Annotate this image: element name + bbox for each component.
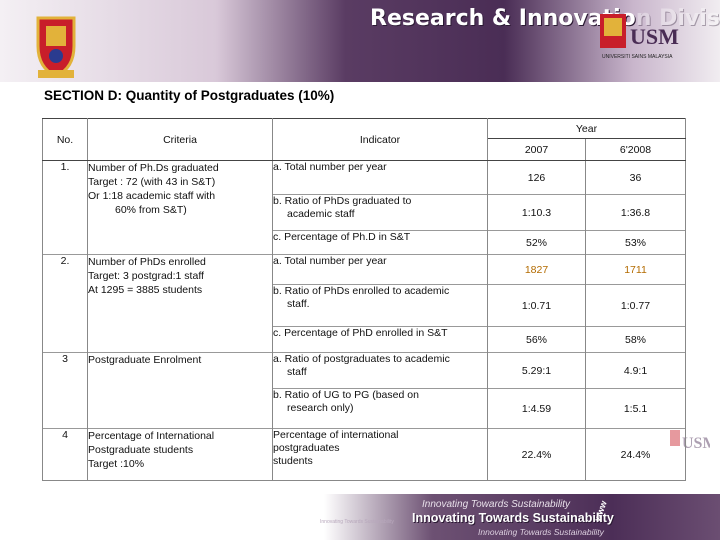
table-row: 1. Number of Ph.Ds graduated Target : 72 (… [42, 160, 686, 255]
value-2007: 1:10.3 [487, 194, 586, 231]
indicator-cell: a. Ratio of postgraduates to academic sta… [272, 352, 488, 389]
value-2007: 22.4% [487, 428, 586, 481]
indicator-cell: a. Total number per year [272, 254, 488, 285]
value-2008: 1711 [585, 254, 686, 285]
value-2008: 1:0.77 [585, 284, 686, 327]
value-2008: 53% [585, 230, 686, 255]
indicator-line: a. Total number per year [273, 255, 387, 267]
value-2008: 36 [585, 160, 686, 195]
value-2007: 56% [487, 326, 586, 353]
header-criteria: Criteria [87, 118, 273, 161]
row-number: 1. [42, 160, 88, 255]
header-year-2008: 6'2008 [585, 138, 686, 161]
footer-tagline: Innovating Towards Sustainability [412, 511, 614, 525]
row-number: 4 [42, 428, 88, 481]
indicator-cell: c. Percentage of Ph.D in S&T [272, 230, 488, 255]
criteria-cell: Percentage of International Postgraduate … [87, 428, 273, 481]
value-2007: 1827 [487, 254, 586, 285]
value-2007: 52% [487, 230, 586, 255]
indicator-line: students [273, 455, 313, 467]
header-no: No. [42, 118, 88, 161]
indicator-line: research only) [287, 402, 354, 414]
table-row: b. Ratio of UG to PG (based on research o… [43, 388, 686, 429]
criteria-line: Target : 72 (with 43 in S&T) [88, 176, 216, 188]
table-row: 2. Number of PhDs enrolled Target: 3 postg… [42, 254, 686, 353]
indicator-line: c. Percentage of PhD enrolled in S&T [273, 327, 448, 339]
indicator-line: postgraduates [273, 442, 340, 454]
indicator-cell: b. Ratio of PhDs enrolled to academic sta… [272, 284, 488, 327]
footer-tagline-bottom: Innovating Towards Sustainability [478, 527, 604, 537]
criteria-cell: Postgraduate Enrolment [87, 352, 273, 429]
indicator-cell: c. Percentage of PhD enrolled in S&T [272, 326, 488, 353]
criteria-line: Number of Ph.Ds graduated [88, 162, 219, 174]
header-year-2007: 2007 [487, 138, 586, 161]
indicator-line: a. Total number per year [273, 161, 387, 173]
header-indicator: Indicator [272, 118, 488, 161]
postgraduate-table: No. Criteria Indicator Year 2007 6'2008 … [42, 118, 686, 481]
indicator-line: staff [287, 366, 307, 378]
table-row: c. Percentage of Ph.D in S&T 52% 53% [43, 230, 686, 255]
criteria-line: Or 1:18 academic staff with [88, 190, 216, 202]
table-row: b. Ratio of PhDs enrolled to academic sta… [43, 284, 686, 327]
indicator-line: b. Ratio of UG to PG (based on [273, 389, 419, 401]
header-year: Year [487, 118, 686, 139]
criteria-line: Target: 3 postgrad:1 staff [88, 270, 204, 282]
table-row: 4 Percentage of International Postgraduate… [42, 428, 686, 481]
row-number: 2. [42, 254, 88, 353]
indicator-cell: Percentage of international postgraduates… [272, 428, 488, 481]
value-2007: 126 [487, 160, 586, 195]
criteria-line: At 1295 = 3885 students [88, 284, 203, 296]
criteria-cell: Number of PhDs enrolled Target: 3 postgra… [87, 254, 273, 353]
indicator-cell: b. Ratio of PhDs graduated to academic st… [272, 194, 488, 231]
value-2008: 4.9:1 [585, 352, 686, 389]
value-2007: 1:4.59 [487, 388, 586, 429]
value-2008: 1:36.8 [585, 194, 686, 231]
value-2008: 24.4% [585, 428, 686, 481]
indicator-line: b. Ratio of PhDs enrolled to academic [273, 285, 450, 297]
criteria-line: Postgraduate Enrolment [88, 354, 202, 366]
indicator-cell: a. Total number per year [272, 160, 488, 195]
table-row: b. Ratio of PhDs graduated to academic st… [43, 194, 686, 231]
criteria-line: 60% from S&T) [115, 204, 187, 216]
usm-logo-text: USM [630, 24, 679, 49]
table-row: 3 Postgraduate Enrolment a. Ratio of postg… [42, 352, 686, 429]
footer-tagline-tiny: Innovating Towards Sustainability [320, 519, 394, 525]
svg-text:USM: USM [682, 435, 710, 452]
value-2007: 5.29:1 [487, 352, 586, 389]
indicator-cell: b. Ratio of UG to PG (based on research o… [272, 388, 488, 429]
usm-logo-icon: USM [600, 14, 679, 49]
criteria-line: Number of PhDs enrolled [88, 256, 206, 268]
usm-caption: UNIVERSITI SAINS MALAYSIA [602, 54, 673, 60]
banner-title: Research & Innovation Division [370, 6, 720, 31]
indicator-line: Percentage of international [273, 429, 399, 441]
indicator-line: academic staff [287, 208, 355, 220]
criteria-cell: Number of Ph.Ds graduated Target : 72 (wi… [87, 160, 273, 255]
header-banner: Research & Innovation Division USM UNIVE… [0, 0, 720, 82]
criteria-line: Postgraduate students [88, 444, 194, 456]
table-row: c. Percentage of PhD enrolled in S&T 56% 5… [43, 326, 686, 353]
indicator-line: c. Percentage of Ph.D in S&T [273, 231, 411, 243]
row-number: 3 [42, 352, 88, 429]
criteria-line: Target :10% [88, 458, 145, 470]
footer-banner [0, 494, 720, 540]
indicator-line: b. Ratio of PhDs graduated to [273, 195, 412, 207]
criteria-line: Percentage of International [88, 430, 215, 442]
indicator-line: staff. [287, 298, 310, 310]
indicator-line: a. Ratio of postgraduates to academic [273, 353, 450, 365]
value-2008: 1:5.1 [585, 388, 686, 429]
university-crest-icon [36, 16, 76, 78]
footer-tagline-top: Innovating Towards Sustainability [422, 499, 571, 510]
value-2007: 1:0.71 [487, 284, 586, 327]
value-2008: 58% [585, 326, 686, 353]
page-title: SECTION D: Quantity of Postgraduates (10… [44, 88, 335, 103]
